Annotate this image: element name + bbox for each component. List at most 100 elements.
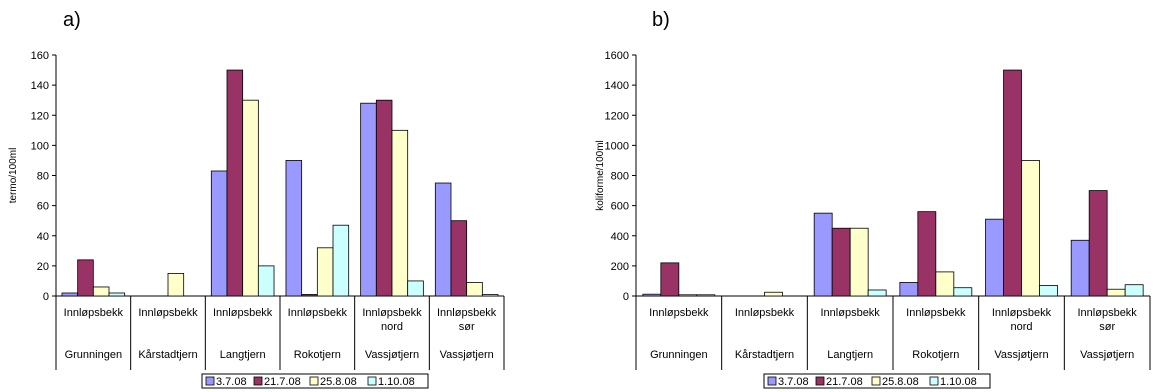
bar-21-7-08 <box>301 294 318 297</box>
y-tick-label: 800 <box>611 171 629 183</box>
x-group-label: Grunningen <box>65 349 123 361</box>
bar-3-7-08 <box>210 170 228 297</box>
bar-25-8-08 <box>316 247 334 297</box>
bar-3-7-08 <box>985 218 1004 297</box>
x-group-label: Vassjøtjern <box>365 349 419 361</box>
x-category-label: Innløpsbekk <box>288 307 348 319</box>
y-tick-label: 600 <box>611 201 629 213</box>
legend-label: 3.7.08 <box>778 376 809 388</box>
y-tick-label: 20 <box>37 261 49 273</box>
y-tick-label: 1000 <box>605 140 629 152</box>
chart-a: a) termo/100ml 0 20 40 60 80 100 120 140 160 Innløp… <box>8 9 505 389</box>
x-group-label: Rokotjern <box>912 349 959 361</box>
legend-swatch <box>871 376 881 386</box>
legend-label: 1.10.08 <box>940 376 977 388</box>
bar-21-7-08 <box>77 259 94 297</box>
legend-label: 25.8.08 <box>320 376 357 388</box>
y-tick-label: 80 <box>37 171 49 183</box>
bar-21-7-08 <box>660 262 680 297</box>
x-group-label: Vassjøtjern <box>994 349 1048 361</box>
bar-25-8-08 <box>466 282 483 297</box>
legend-swatch <box>367 376 377 386</box>
x-group-label: Kårstadtjern <box>735 349 794 361</box>
y-tick-label: 0 <box>623 291 629 303</box>
chart-panel-label: b) <box>652 9 670 31</box>
x-group-label: Kårstadtjern <box>138 349 197 361</box>
x-category-label: Innløpsbekk <box>64 307 124 319</box>
x-category-label: Innløpsbekk sør <box>437 307 497 333</box>
y-tick-label: 1400 <box>605 80 629 92</box>
bar-25-8-08 <box>764 291 783 297</box>
bar-21-7-08 <box>450 220 468 297</box>
bar-25-8-08 <box>391 129 409 297</box>
x-category-label: Innløpsbekk <box>649 307 709 319</box>
bar-1-10-08 <box>953 287 973 297</box>
x-group-label: Rokotjern <box>294 349 341 361</box>
legend-label: 25.8.08 <box>882 376 919 388</box>
bar-25-8-08 <box>1106 288 1126 297</box>
legend-label: 21.7.08 <box>826 376 863 388</box>
bar-3-7-08 <box>285 160 303 297</box>
bar-1-10-08 <box>257 265 275 297</box>
legend-box <box>201 373 429 389</box>
legend-label: 1.10.08 <box>378 376 415 388</box>
x-group-label: Vassjøtjern <box>440 349 494 361</box>
bar-3-7-08 <box>61 292 79 297</box>
bar-1-10-08 <box>1124 284 1144 297</box>
bar-3-7-08 <box>360 102 377 297</box>
x-group-label: Langtjern <box>220 349 266 361</box>
bar-3-7-08 <box>899 282 919 297</box>
legend-swatch <box>253 376 263 386</box>
bar-25-8-08 <box>242 99 259 297</box>
x-category-label: Innløpsbekk <box>138 307 198 319</box>
bar-25-8-08 <box>678 294 698 297</box>
y-tick-label: 100 <box>31 140 49 152</box>
x-category-label: Innløpsbekk <box>821 307 881 319</box>
bar-25-8-08 <box>167 273 185 297</box>
y-tick-label: 1600 <box>605 50 629 62</box>
y-tick-label: 120 <box>31 110 49 122</box>
legend-swatch <box>815 376 825 386</box>
bar-25-8-08 <box>92 286 110 297</box>
bar-25-8-08 <box>1021 160 1040 297</box>
legend-swatch <box>205 376 215 386</box>
bar-21-7-08 <box>831 227 851 297</box>
bar-1-10-08 <box>332 224 350 297</box>
x-category-label: Innløpsbekk <box>213 307 273 319</box>
bar-1-10-08 <box>1039 285 1058 297</box>
bar-3-7-08 <box>434 182 452 297</box>
x-category-label: Innløpsbekk <box>906 307 966 319</box>
bar-3-7-08 <box>813 212 833 297</box>
y-tick-label: 140 <box>31 80 49 92</box>
bar-1-10-08 <box>108 292 126 297</box>
y-axis-label: koliforme/100ml <box>595 140 606 211</box>
x-category-label: Innløpsbekk nord <box>362 307 422 333</box>
legend-label: 21.7.08 <box>264 376 301 388</box>
bar-3-7-08 <box>1070 239 1090 297</box>
y-tick-label: 1200 <box>605 110 629 122</box>
x-category-label: Innløpsbekk <box>735 307 795 319</box>
y-tick-label: 160 <box>31 50 49 62</box>
y-tick-label: 0 <box>43 291 49 303</box>
x-group-label: Vassjøtjern <box>1080 349 1134 361</box>
bar-21-7-08 <box>226 69 244 297</box>
x-group-label: Grunningen <box>650 349 708 361</box>
y-tick-label: 400 <box>611 231 629 243</box>
bar-1-10-08 <box>696 294 716 297</box>
bar-1-10-08 <box>407 280 424 297</box>
chart-b: b) koliforme/100ml 0 200 400 600 800 1000 1200 14… <box>595 9 1151 389</box>
bar-25-8-08 <box>935 271 955 297</box>
bar-21-7-08 <box>375 99 393 297</box>
bar-25-8-08 <box>849 227 869 297</box>
bar-1-10-08 <box>867 289 887 297</box>
legend-swatch <box>929 376 939 386</box>
legend-swatch <box>767 376 777 386</box>
x-group-label: Langtjern <box>827 349 873 361</box>
bar-21-7-08 <box>917 211 937 297</box>
bar-21-7-08 <box>1088 190 1108 297</box>
y-tick-label: 60 <box>37 201 49 213</box>
y-tick-label: 200 <box>611 261 629 273</box>
chart-panel-label: a) <box>63 9 81 31</box>
bar-21-7-08 <box>1003 69 1022 297</box>
